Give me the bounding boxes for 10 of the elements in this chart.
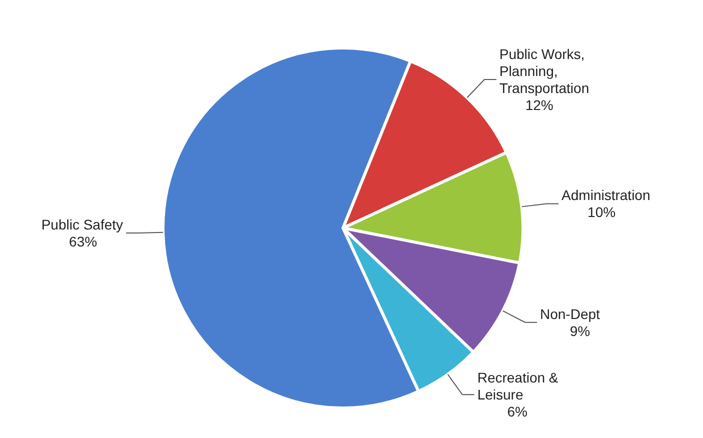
data-label: 6%	[507, 404, 528, 420]
data-label: 9%	[570, 322, 590, 339]
data-label: 12%	[525, 97, 554, 114]
slice-label: Public Safety	[41, 216, 124, 233]
slice-label: Administration	[562, 187, 650, 204]
slice-label: Non-Dept	[540, 306, 600, 322]
slice-label: Recreation & Leisure	[477, 370, 559, 403]
data-label: 10%	[588, 204, 616, 220]
slice-label: Public Works, Planning, Transportation	[499, 46, 590, 96]
data-label: 63%	[69, 234, 98, 250]
